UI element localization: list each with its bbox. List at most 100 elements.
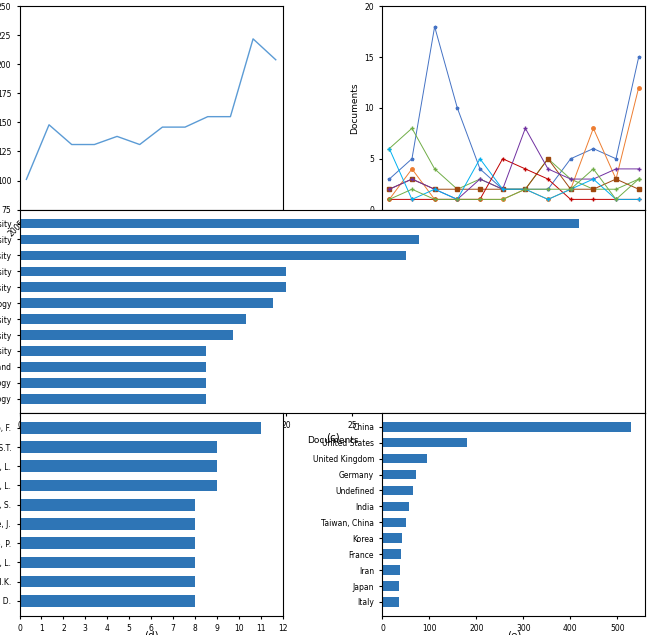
Bar bbox=[20, 378, 206, 387]
Bar bbox=[383, 518, 406, 527]
Computer Integrated Manufacturing Systems bbox=[431, 196, 439, 203]
Bar bbox=[383, 454, 427, 464]
International Journal of Production Research bbox=[499, 185, 507, 193]
Title: (d): (d) bbox=[143, 630, 158, 635]
Computers in Industry bbox=[612, 196, 620, 203]
Bar bbox=[20, 537, 195, 549]
Title: (c): (c) bbox=[325, 433, 340, 443]
Computer Integrated Manufacturing Systems bbox=[408, 165, 416, 173]
International Journal of Advanced Manufacturing Technology bbox=[385, 175, 393, 183]
Computer Integrated Manufacturing Systems bbox=[589, 124, 597, 132]
Bar bbox=[383, 486, 413, 495]
International Journal of Advanced Manufacturing Technology bbox=[522, 185, 529, 193]
International Journal of Computer-integrated Manufacturing bbox=[635, 185, 643, 193]
Expert Systems with Applications bbox=[385, 196, 393, 203]
Computers in Industry bbox=[385, 196, 393, 203]
Computers in Industry bbox=[589, 165, 597, 173]
Expert Systems with Applications bbox=[408, 196, 416, 203]
Bar bbox=[20, 298, 273, 308]
International Journal of Computer-integrated Manufacturing bbox=[453, 185, 461, 193]
Line: International Journal of Production Research: International Journal of Production Rese… bbox=[387, 126, 640, 201]
International Journal of Advanced Manufacturing Technology bbox=[612, 155, 620, 163]
Journal of Intelligent Manufacturing bbox=[612, 185, 620, 193]
Title: (e): (e) bbox=[507, 630, 521, 635]
Journal of Intelligent Manufacturing bbox=[544, 155, 552, 163]
Bar bbox=[20, 251, 406, 260]
Bar bbox=[20, 499, 195, 511]
Expert Systems with Applications bbox=[635, 196, 643, 203]
Robotics and Computer-Integrated Manufacturing bbox=[544, 196, 552, 203]
International Journal of Production Research bbox=[453, 196, 461, 203]
International Journal of Production Research bbox=[476, 175, 484, 183]
Journal of Intelligent Manufacturing bbox=[453, 185, 461, 193]
Computers in Industry bbox=[544, 185, 552, 193]
Bar bbox=[20, 518, 195, 530]
Bar bbox=[383, 422, 631, 432]
Bar bbox=[20, 576, 195, 587]
Robotics and Computer-Integrated Manufacturing bbox=[567, 185, 574, 193]
Bar bbox=[20, 314, 246, 324]
Bar bbox=[20, 362, 206, 371]
Bar bbox=[383, 581, 400, 591]
Computers in Industry bbox=[635, 175, 643, 183]
Bar bbox=[20, 346, 206, 356]
Computers in Industry bbox=[453, 196, 461, 203]
Expert Systems with Applications bbox=[499, 155, 507, 163]
Computers in Industry bbox=[431, 196, 439, 203]
Expert Systems with Applications bbox=[522, 165, 529, 173]
International Journal of Advanced Manufacturing Technology bbox=[544, 185, 552, 193]
Journal of Intelligent Manufacturing bbox=[385, 145, 393, 152]
Computer Integrated Manufacturing Systems bbox=[499, 196, 507, 203]
International Journal of Advanced Manufacturing Technology bbox=[408, 155, 416, 163]
International Journal of Production Research bbox=[612, 165, 620, 173]
International Journal of Computer-integrated Manufacturing bbox=[385, 185, 393, 193]
Journal of Intelligent Manufacturing bbox=[499, 185, 507, 193]
Line: International Journal of Computer-integrated Manufacturing: International Journal of Computer-integr… bbox=[387, 157, 640, 191]
Computers in Industry bbox=[408, 185, 416, 193]
Bar bbox=[20, 595, 195, 606]
Bar bbox=[383, 502, 409, 511]
X-axis label: Year: Year bbox=[505, 243, 524, 253]
Expert Systems with Applications bbox=[612, 196, 620, 203]
Title: (b): (b) bbox=[507, 304, 522, 314]
Bar bbox=[20, 441, 217, 453]
Computers in Industry bbox=[476, 196, 484, 203]
International Journal of Computer-integrated Manufacturing bbox=[431, 185, 439, 193]
Robotics and Computer-Integrated Manufacturing bbox=[635, 196, 643, 203]
International Journal of Advanced Manufacturing Technology bbox=[453, 104, 461, 112]
Computer Integrated Manufacturing Systems bbox=[522, 185, 529, 193]
Bar bbox=[20, 460, 217, 472]
Journal of Intelligent Manufacturing bbox=[431, 165, 439, 173]
Expert Systems with Applications bbox=[567, 196, 574, 203]
Computers in Industry bbox=[499, 196, 507, 203]
Computers in Industry bbox=[522, 185, 529, 193]
Expert Systems with Applications bbox=[544, 175, 552, 183]
X-axis label: Year: Year bbox=[141, 243, 160, 253]
International Journal of Production Research bbox=[589, 175, 597, 183]
International Journal of Production Research bbox=[635, 165, 643, 173]
Line: Expert Systems with Applications: Expert Systems with Applications bbox=[387, 157, 640, 201]
Robotics and Computer-Integrated Manufacturing bbox=[499, 185, 507, 193]
Line: International Journal of Advanced Manufacturing Technology: International Journal of Advanced Manufa… bbox=[387, 25, 640, 191]
International Journal of Advanced Manufacturing Technology bbox=[499, 185, 507, 193]
International Journal of Computer-integrated Manufacturing bbox=[522, 185, 529, 193]
International Journal of Production Research bbox=[385, 185, 393, 193]
Expert Systems with Applications bbox=[476, 196, 484, 203]
Bar bbox=[383, 533, 402, 543]
Bar bbox=[383, 597, 399, 606]
Expert Systems with Applications bbox=[453, 196, 461, 203]
Line: Journal of Intelligent Manufacturing: Journal of Intelligent Manufacturing bbox=[387, 126, 640, 191]
Bar bbox=[20, 330, 233, 340]
Robotics and Computer-Integrated Manufacturing bbox=[522, 185, 529, 193]
Line: Robotics and Computer-Integrated Manufacturing: Robotics and Computer-Integrated Manufac… bbox=[387, 147, 640, 201]
X-axis label: Documents: Documents bbox=[307, 436, 358, 444]
Computer Integrated Manufacturing Systems bbox=[567, 185, 574, 193]
Expert Systems with Applications bbox=[431, 196, 439, 203]
International Journal of Computer-integrated Manufacturing bbox=[499, 185, 507, 193]
Legend: International Journal of Advanced Manufacturing Technology, Journal of Intellige: International Journal of Advanced Manufa… bbox=[98, 315, 315, 392]
International Journal of Production Research bbox=[567, 175, 574, 183]
International Journal of Advanced Manufacturing Technology bbox=[589, 145, 597, 152]
International Journal of Computer-integrated Manufacturing bbox=[567, 185, 574, 193]
Journal of Intelligent Manufacturing bbox=[522, 185, 529, 193]
International Journal of Production Research bbox=[408, 175, 416, 183]
